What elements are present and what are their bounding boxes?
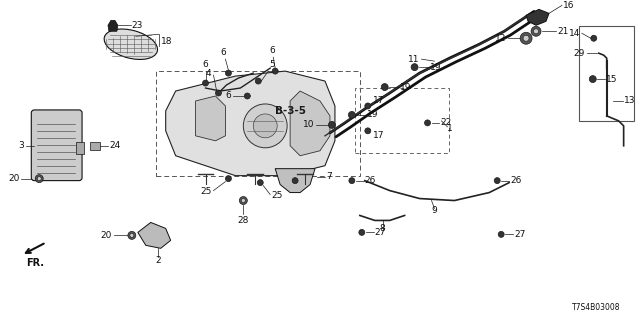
Text: 6: 6 xyxy=(269,46,275,55)
Text: 14: 14 xyxy=(568,29,580,38)
Text: 15: 15 xyxy=(605,75,617,84)
Polygon shape xyxy=(290,91,330,156)
Circle shape xyxy=(292,178,298,184)
Circle shape xyxy=(365,103,371,109)
Polygon shape xyxy=(166,71,335,176)
Circle shape xyxy=(411,64,418,71)
Bar xyxy=(156,71,360,176)
Bar xyxy=(579,26,634,121)
FancyBboxPatch shape xyxy=(31,110,82,180)
Circle shape xyxy=(359,229,365,236)
Text: 3: 3 xyxy=(19,141,24,150)
Text: 2: 2 xyxy=(155,256,161,265)
Text: 25: 25 xyxy=(200,187,211,196)
Text: 19: 19 xyxy=(429,63,441,72)
Text: 26: 26 xyxy=(510,176,522,185)
Text: 23: 23 xyxy=(132,21,143,30)
Circle shape xyxy=(498,231,504,237)
Text: 17: 17 xyxy=(372,131,384,140)
Polygon shape xyxy=(108,20,118,31)
Text: 22: 22 xyxy=(440,118,452,127)
Circle shape xyxy=(589,76,596,83)
Text: 27: 27 xyxy=(514,230,525,239)
Circle shape xyxy=(225,176,232,182)
Circle shape xyxy=(591,35,596,41)
Text: 21: 21 xyxy=(557,27,568,36)
Circle shape xyxy=(365,128,371,134)
Text: 4: 4 xyxy=(206,68,211,78)
Polygon shape xyxy=(138,222,171,248)
Text: B-3-5: B-3-5 xyxy=(275,106,306,116)
Circle shape xyxy=(128,231,136,239)
Circle shape xyxy=(257,180,263,186)
Circle shape xyxy=(255,78,261,84)
Circle shape xyxy=(243,104,287,148)
Bar xyxy=(355,88,449,153)
Circle shape xyxy=(381,84,388,91)
Text: 20: 20 xyxy=(8,174,19,183)
Circle shape xyxy=(328,121,335,128)
Text: 18: 18 xyxy=(161,37,172,46)
Circle shape xyxy=(348,111,355,118)
Text: 10: 10 xyxy=(303,120,314,129)
Circle shape xyxy=(241,198,245,203)
Text: 27: 27 xyxy=(375,228,386,237)
Circle shape xyxy=(202,80,209,86)
Circle shape xyxy=(272,68,278,74)
Polygon shape xyxy=(526,9,549,25)
Text: 7: 7 xyxy=(326,172,332,181)
Circle shape xyxy=(523,35,529,41)
Circle shape xyxy=(253,114,277,138)
Circle shape xyxy=(37,177,41,180)
Polygon shape xyxy=(275,169,315,193)
Bar xyxy=(90,142,100,150)
Text: 19: 19 xyxy=(367,110,378,119)
Circle shape xyxy=(35,175,44,183)
Text: 20: 20 xyxy=(100,231,112,240)
Circle shape xyxy=(225,70,232,76)
Text: 25: 25 xyxy=(271,191,283,200)
Circle shape xyxy=(494,178,500,184)
Text: 5: 5 xyxy=(269,60,275,69)
Text: 12: 12 xyxy=(495,34,506,43)
Text: 26: 26 xyxy=(365,176,376,185)
Text: 8: 8 xyxy=(380,224,385,233)
Text: 19: 19 xyxy=(399,83,411,92)
Circle shape xyxy=(531,26,541,36)
Text: 6: 6 xyxy=(221,48,227,57)
Text: 1: 1 xyxy=(447,124,453,133)
Ellipse shape xyxy=(104,29,157,60)
Circle shape xyxy=(349,178,355,184)
Text: 16: 16 xyxy=(563,1,575,10)
Polygon shape xyxy=(196,96,225,141)
Text: 6: 6 xyxy=(203,60,209,69)
Text: 6: 6 xyxy=(226,92,232,100)
Text: T7S4B03008: T7S4B03008 xyxy=(572,303,621,312)
Text: 9: 9 xyxy=(431,206,437,215)
Circle shape xyxy=(244,93,250,99)
Circle shape xyxy=(216,90,221,96)
Text: 13: 13 xyxy=(623,96,635,106)
Circle shape xyxy=(130,233,134,237)
Text: 11: 11 xyxy=(408,55,420,64)
Text: 17: 17 xyxy=(372,96,384,106)
Circle shape xyxy=(239,196,247,204)
Circle shape xyxy=(424,120,431,126)
Text: FR.: FR. xyxy=(26,258,44,268)
Bar xyxy=(76,142,84,154)
Text: 24: 24 xyxy=(109,141,120,150)
Text: 28: 28 xyxy=(237,216,249,226)
Text: 29: 29 xyxy=(573,49,585,58)
Circle shape xyxy=(534,29,538,34)
Circle shape xyxy=(520,32,532,44)
